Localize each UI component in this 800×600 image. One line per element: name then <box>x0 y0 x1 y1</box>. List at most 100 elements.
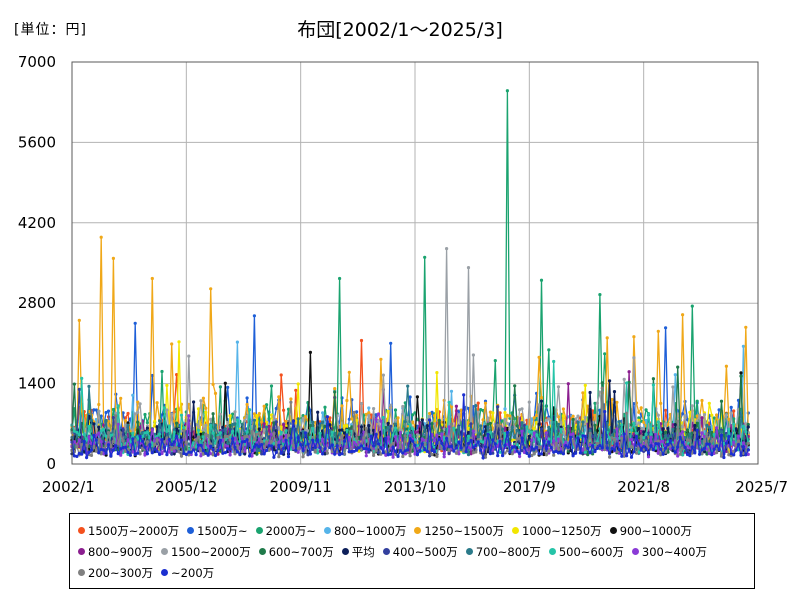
data-point <box>505 431 509 435</box>
data-point <box>712 437 716 441</box>
data-point <box>355 410 359 414</box>
data-point <box>313 445 317 449</box>
data-point <box>717 408 721 412</box>
data-point <box>284 433 288 437</box>
data-point <box>267 424 271 428</box>
data-point <box>136 420 140 424</box>
data-point <box>245 430 249 434</box>
data-point <box>440 432 444 436</box>
x-tick-label: 2021/8 <box>617 478 670 496</box>
legend-swatch <box>255 527 263 534</box>
data-point <box>376 442 381 446</box>
data-point <box>690 404 694 408</box>
data-point <box>435 441 439 445</box>
data-point <box>72 382 76 386</box>
data-point <box>678 435 682 439</box>
data-point <box>649 432 653 436</box>
data-point <box>106 443 111 447</box>
data-point <box>75 444 79 448</box>
data-point <box>201 428 205 432</box>
data-point <box>189 450 193 454</box>
data-point <box>260 420 264 424</box>
data-point <box>175 421 179 425</box>
data-point <box>245 402 249 407</box>
data-point <box>367 406 371 410</box>
data-point <box>542 448 546 452</box>
data-point <box>632 450 636 454</box>
data-point <box>350 425 354 429</box>
data-point <box>736 434 741 438</box>
legend-label: 900~1000万 <box>619 523 693 538</box>
legend-item: 700~800万 <box>465 544 541 560</box>
data-point <box>104 419 108 423</box>
data-point <box>296 436 300 440</box>
data-point <box>625 454 629 458</box>
data-point <box>172 419 176 423</box>
data-point <box>311 420 315 424</box>
data-point <box>676 419 680 423</box>
data-point <box>321 411 325 415</box>
data-point <box>345 433 349 437</box>
data-point <box>165 429 169 433</box>
data-point <box>150 443 154 447</box>
data-point <box>165 383 169 387</box>
data-point <box>133 438 137 442</box>
data-point <box>175 449 179 453</box>
data-point <box>226 435 230 439</box>
legend-label: 1500万~2000万 <box>88 523 180 538</box>
data-point <box>323 452 327 456</box>
data-point <box>423 448 427 452</box>
data-point <box>89 453 94 457</box>
data-point <box>620 423 624 427</box>
data-point <box>615 450 619 454</box>
data-point <box>520 429 524 433</box>
data-point <box>257 427 261 431</box>
data-point <box>262 422 266 426</box>
data-point <box>666 422 670 426</box>
data-point <box>634 431 639 435</box>
data-point <box>702 413 707 417</box>
data-point <box>143 431 147 435</box>
unit-label: [単位：円] <box>14 22 87 38</box>
data-point <box>685 452 690 457</box>
data-point <box>97 451 101 455</box>
data-point <box>415 444 419 448</box>
data-point <box>330 430 334 434</box>
data-point <box>518 436 522 440</box>
data-point <box>192 427 196 431</box>
data-point <box>547 417 551 421</box>
data-point <box>89 448 94 452</box>
data-point <box>311 435 315 440</box>
data-point <box>216 435 220 440</box>
data-point <box>182 429 186 433</box>
data-point <box>82 439 86 443</box>
data-point <box>342 452 347 456</box>
data-point <box>591 450 595 454</box>
data-point <box>435 433 439 437</box>
data-point <box>440 441 444 445</box>
data-point <box>255 432 259 436</box>
data-point <box>428 411 432 416</box>
data-point <box>620 454 624 458</box>
data-point <box>610 447 614 451</box>
x-tick-label: 2017/9 <box>503 478 556 496</box>
data-point <box>262 452 266 456</box>
legend-label: 800~900万 <box>88 544 154 559</box>
data-point <box>544 447 549 451</box>
data-point <box>250 429 254 434</box>
data-point <box>99 235 103 239</box>
legend-item: 900~1000万 <box>609 523 693 539</box>
data-point <box>705 447 709 451</box>
data-point <box>583 415 587 420</box>
data-point <box>656 451 660 455</box>
data-point <box>510 452 514 456</box>
data-point <box>447 448 451 453</box>
data-point <box>676 454 680 458</box>
data-point <box>97 402 101 407</box>
data-point <box>615 442 619 446</box>
data-point <box>391 441 395 445</box>
data-point <box>99 440 103 444</box>
data-point <box>683 414 687 418</box>
data-point <box>505 413 509 417</box>
data-point <box>136 400 140 404</box>
